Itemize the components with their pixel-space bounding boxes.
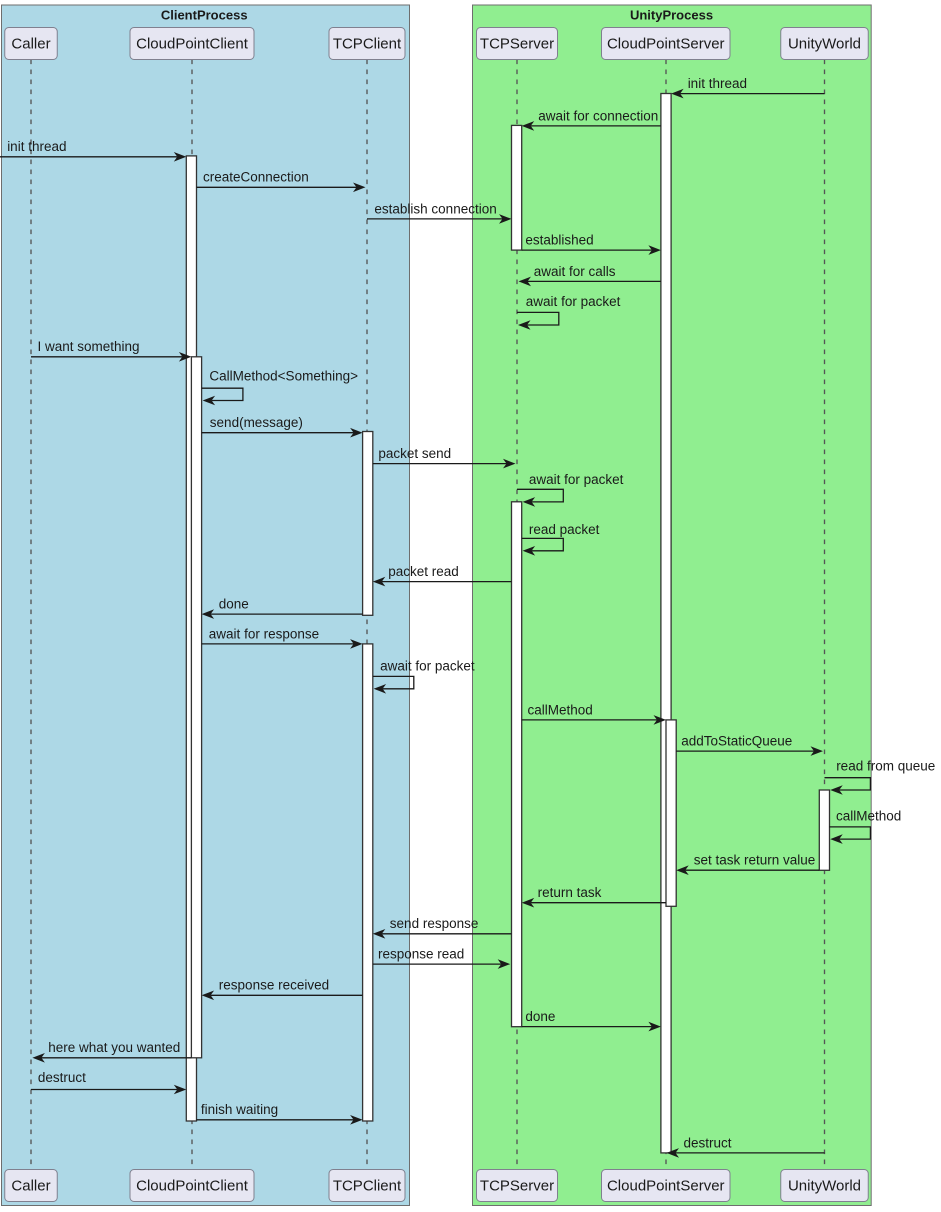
svg-text:response received: response received [219,978,329,993]
svg-text:CloudPointClient: CloudPointClient [136,36,249,53]
svg-text:TCPServer: TCPServer [480,1178,554,1195]
svg-text:CloudPointServer: CloudPointServer [607,36,725,53]
svg-text:await for packet: await for packet [526,294,621,309]
svg-text:set task return value: set task return value [694,853,816,868]
svg-text:await for connection: await for connection [538,108,658,123]
svg-text:callMethod: callMethod [836,808,901,823]
svg-text:TCPServer: TCPServer [480,36,554,53]
svg-text:done: done [525,1009,555,1024]
svg-text:await for response: await for response [209,626,319,641]
svg-text:Caller: Caller [11,1178,50,1195]
svg-text:destruct: destruct [38,1070,86,1085]
svg-text:established: established [525,233,593,248]
svg-text:TCPClient: TCPClient [333,1178,402,1195]
svg-text:destruct: destruct [684,1135,732,1150]
svg-text:read from queue: read from queue [836,759,935,774]
svg-text:packet send: packet send [378,446,451,461]
svg-text:await for packet: await for packet [529,472,624,487]
svg-text:init thread: init thread [688,76,747,91]
svg-text:createConnection: createConnection [203,170,309,185]
svg-text:UnityWorld: UnityWorld [788,1178,861,1195]
svg-text:done: done [219,597,249,612]
svg-text:read packet: read packet [529,522,600,537]
svg-text:addToStaticQueue: addToStaticQueue [681,734,792,749]
svg-text:send(message): send(message) [210,415,303,430]
svg-text:Caller: Caller [11,36,50,53]
svg-text:CloudPointServer: CloudPointServer [607,1178,725,1195]
svg-text:TCPClient: TCPClient [333,36,402,53]
svg-text:here what you wanted: here what you wanted [48,1040,180,1055]
svg-text:response read: response read [378,947,464,962]
svg-text:ClientProcess: ClientProcess [161,8,248,23]
svg-text:return task: return task [538,885,602,900]
svg-text:packet read: packet read [388,564,459,579]
svg-text:await for calls: await for calls [534,264,616,279]
svg-text:CallMethod<Something>: CallMethod<Something> [209,368,358,383]
svg-text:UnityWorld: UnityWorld [788,36,861,53]
svg-text:CloudPointClient: CloudPointClient [136,1178,249,1195]
svg-text:establish connection: establish connection [374,201,496,216]
svg-text:await for packet: await for packet [380,658,475,673]
svg-text:finish waiting: finish waiting [201,1102,278,1117]
svg-text:callMethod: callMethod [528,702,593,717]
svg-text:UnityProcess: UnityProcess [630,8,713,23]
svg-text:I want something: I want something [38,339,140,354]
svg-text:init thread: init thread [7,139,66,154]
svg-text:send response: send response [390,916,479,931]
